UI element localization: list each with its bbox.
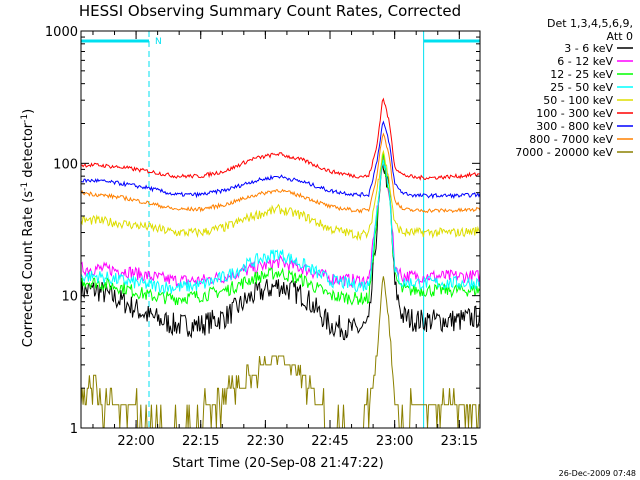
legend-label: 25 - 50 keV (550, 81, 613, 94)
series-line (80, 97, 481, 181)
axes: 1 10 100 1000 22:00 22:15 22:30 22:45 23:00 23:15 (45, 25, 481, 449)
series-line (80, 132, 481, 214)
plot-frame (80, 30, 481, 429)
x-tick-label: 22:00 (117, 434, 154, 449)
y-axis-label-main: Corrected Count Rate (s (21, 191, 36, 348)
series-line (80, 152, 481, 306)
x-tick-label: 22:15 (182, 434, 219, 449)
x-tick-label: 23:15 (441, 434, 478, 449)
x-tick-label: 22:30 (247, 434, 284, 449)
night-label: N (155, 37, 162, 47)
series-line (80, 120, 481, 200)
legend-label: 7000 - 20000 keV (515, 146, 613, 159)
x-axis-label: Start Time (20-Sep-08 21:47:22) (172, 456, 383, 471)
y-axis-label-exp1: -1 (20, 182, 30, 191)
series-line (80, 276, 480, 429)
y-axis-label-exp2: -1 (20, 114, 30, 123)
legend-label: 12 - 25 keV (550, 68, 613, 81)
series-line (80, 161, 481, 341)
x-tick-label: 22:45 (311, 434, 348, 449)
series-lines (80, 97, 481, 429)
legend-label: 800 - 7000 keV (529, 133, 613, 146)
legend-label: 50 - 100 keV (543, 94, 613, 107)
y-tick-label: 1 (70, 422, 78, 437)
y-tick-label: 10 (61, 290, 78, 305)
legend-label: 6 - 12 keV (557, 55, 613, 68)
legend-label: 300 - 800 keV (536, 120, 613, 133)
legend-label: 100 - 300 keV (536, 107, 613, 120)
legend-header-line1: Det 1,3,4,5,6,9, (547, 17, 633, 30)
y-axis-label-close: ) (21, 109, 36, 114)
footer-timestamp: 26-Dec-2009 07:48 (559, 469, 636, 478)
y-axis-label: Corrected Count Rate (s-1 detector-1) (20, 109, 36, 347)
x-tick-label: 23:00 (376, 434, 413, 449)
series-line (80, 153, 481, 289)
series-line (80, 149, 481, 242)
series-line (80, 159, 481, 295)
chart-title: HESSI Observing Summary Count Rates, Cor… (79, 2, 461, 20)
y-axis-label-mid: detector (21, 122, 36, 182)
y-tick-label: 100 (53, 157, 78, 172)
y-tick-label: 1000 (45, 25, 78, 40)
legend-header-line2: Att 0 (607, 30, 633, 43)
legend-label: 3 - 6 keV (564, 42, 613, 55)
